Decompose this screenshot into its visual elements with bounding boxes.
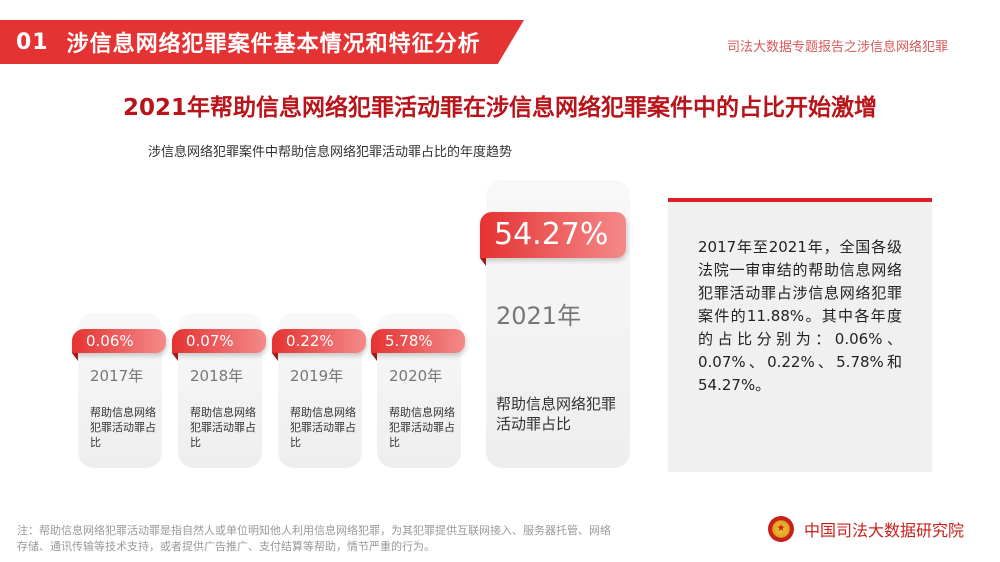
year-card-2018: 0.07% 2018年 帮助信息网络犯罪活动罪占比 [172,313,266,468]
summary-box: 2017年至2021年，全国各级法院一审审结的帮助信息网络犯罪活动罪占涉信息网络… [668,198,932,472]
page-title: 2021年帮助信息网络犯罪活动罪在涉信息网络犯罪案件中的占比开始激增 [122,95,877,121]
brand-logo: ★ 中国司法大数据研究院 [768,516,964,542]
card-description: 帮助信息网络犯罪活动罪占比 [496,395,617,433]
footnote: 注：帮助信息网络犯罪活动罪是指自然人或单位明知他人利用信息网络犯罪，为其犯罪提供… [17,524,611,553]
year-label: 2019年 [290,367,344,385]
summary-text: 2017年至2021年，全国各级法院一审审结的帮助信息网络犯罪活动罪占涉信息网络… [698,238,902,394]
percentage-badge: 54.27% [480,212,626,266]
brand-name: 中国司法大数据研究院 [804,521,965,540]
year-label: 2018年 [190,367,244,385]
card-description: 帮助信息网络犯罪活动罪占比 [290,406,356,449]
chart-subtitle: 涉信息网络犯罪案件中帮助信息网络犯罪活动罪占比的年度趋势 [148,145,513,160]
percentage-badge: 5.78% [371,329,465,361]
year-label: 2020年 [389,367,443,385]
percentage-badge: 0.22% [272,329,366,361]
year-card-2017: 0.06% 2017年 帮助信息网络犯罪活动罪占比 [72,313,166,468]
card-description: 帮助信息网络犯罪活动罪占比 [389,406,455,449]
percentage-badge: 0.07% [172,329,266,361]
card-description: 帮助信息网络犯罪活动罪占比 [90,406,156,449]
year-label: 2017年 [90,367,144,385]
section-header: 01 涉信息网络犯罪案件基本情况和特征分析 [0,20,524,64]
percentage-badge: 0.06% [72,329,166,361]
court-emblem-icon: ★ [768,516,794,542]
year-card-2020: 5.78% 2020年 帮助信息网络犯罪活动罪占比 [371,313,465,468]
section-title: 涉信息网络犯罪案件基本情况和特征分析 [66,32,481,57]
section-number: 01 [16,29,49,55]
year-label: 2021年 [496,302,582,330]
year-card-2021: 54.27% 2021年 帮助信息网络犯罪活动罪占比 [480,180,630,468]
report-label: 司法大数据专题报告之涉信息网络犯罪 [726,40,948,55]
year-card-2019: 0.22% 2019年 帮助信息网络犯罪活动罪占比 [272,313,366,468]
card-description: 帮助信息网络犯罪活动罪占比 [190,406,256,449]
